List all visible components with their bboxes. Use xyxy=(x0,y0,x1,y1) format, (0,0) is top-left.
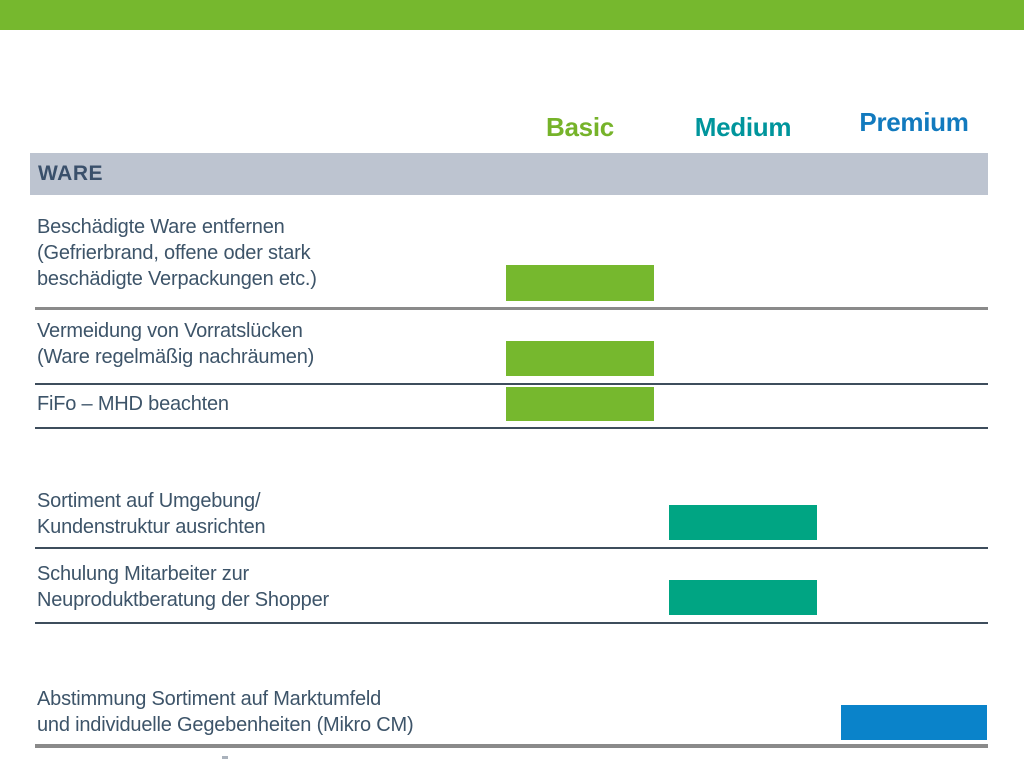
column-header-premium: Premium xyxy=(859,107,969,137)
row-label-fifo-mhd: FiFo – MHD beachten xyxy=(37,393,229,415)
row-separator xyxy=(35,622,988,624)
level-bar-medium xyxy=(669,505,817,540)
level-bar-basic xyxy=(506,341,654,376)
row-separator xyxy=(35,307,988,310)
row-label-abstimmung-sortiment: Abstimmung Sortiment auf Marktumfeld und… xyxy=(37,688,414,736)
top-banner xyxy=(0,0,1024,30)
level-bar-basic xyxy=(506,265,654,301)
row-separator xyxy=(35,744,988,748)
row-label-sortiment-umgebung: Sortiment auf Umgebung/ Kundenstruktur a… xyxy=(37,490,266,538)
row-separator xyxy=(35,547,988,549)
cutoff-text-artifact xyxy=(222,756,228,759)
level-bar-medium xyxy=(669,580,817,615)
level-bar-premium xyxy=(841,705,987,740)
row-label-schulung-mitarbeiter: Schulung Mitarbeiter zur Neuproduktberat… xyxy=(37,563,329,611)
level-bar-basic xyxy=(506,387,654,421)
row-label-beschaedigte-ware: Beschädigte Ware entfernen (Gefrierbrand… xyxy=(37,216,317,290)
section-title: WARE xyxy=(38,162,103,185)
row-separator xyxy=(35,383,988,385)
row-separator xyxy=(35,427,988,429)
section-header-ware: WARE xyxy=(30,153,988,195)
column-header-medium: Medium xyxy=(694,112,792,142)
row-label-vermeidung-vorratsluecken: Vermeidung von Vorratslücken (Ware regel… xyxy=(37,320,315,368)
column-header-basic: Basic xyxy=(546,112,614,142)
